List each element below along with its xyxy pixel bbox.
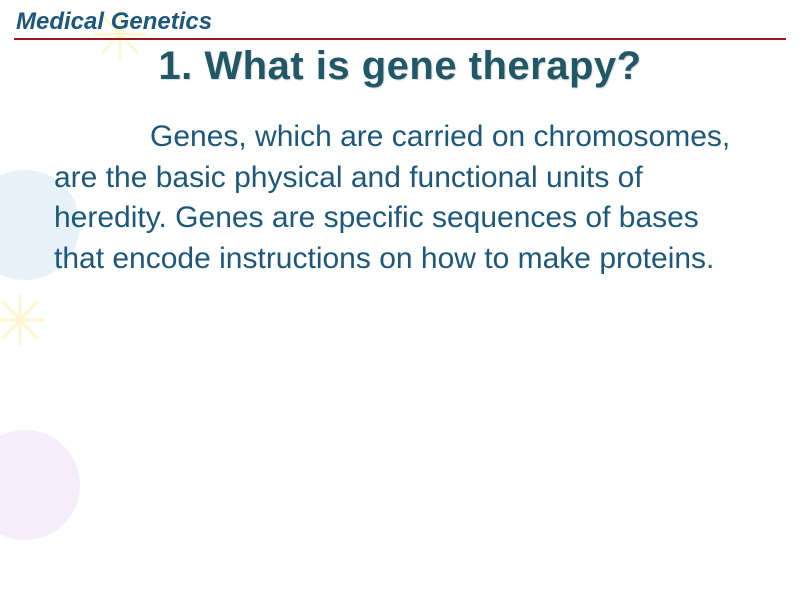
slide-title: 1. What is gene therapy? (14, 44, 786, 89)
body-paragraph: Genes, which are carried on chromosomes,… (54, 117, 732, 279)
header-rule (14, 38, 786, 40)
slide-container: Medical Genetics 1. What is gene therapy… (0, 0, 800, 600)
header-label: Medical Genetics (14, 8, 786, 36)
